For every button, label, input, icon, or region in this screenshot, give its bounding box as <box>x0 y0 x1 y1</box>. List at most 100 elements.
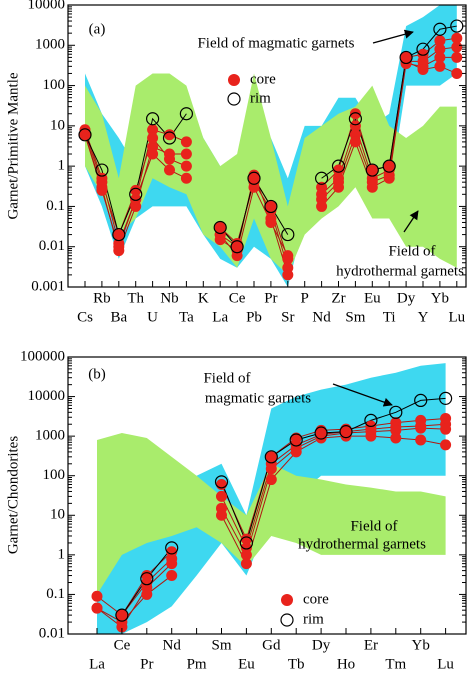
data-point <box>166 553 178 565</box>
data-point <box>130 193 142 205</box>
x-tick-label: Tb <box>288 656 305 672</box>
y-tick-label: 10000 <box>28 0 66 12</box>
data-point <box>166 570 178 582</box>
data-point <box>96 176 108 188</box>
data-point <box>230 240 244 254</box>
y-axis-label: Garnet/Primitive Mantle <box>5 72 21 219</box>
y-tick-label: 0.01 <box>39 238 65 254</box>
data-point <box>281 227 295 242</box>
arrow <box>403 210 419 233</box>
data-point <box>315 432 327 444</box>
data-point <box>240 549 252 561</box>
x-tick-label: Nd <box>312 309 331 325</box>
data-point <box>239 536 253 550</box>
data-point <box>264 199 278 214</box>
plot-area <box>78 5 464 287</box>
data-point <box>364 413 378 427</box>
data-point <box>415 422 427 434</box>
data-point <box>390 424 402 436</box>
data-point <box>289 433 303 447</box>
arrow <box>332 383 393 407</box>
data-point <box>383 172 395 184</box>
data-point <box>365 163 379 177</box>
data-point <box>113 229 125 241</box>
data-point <box>316 200 328 212</box>
legend-marker <box>281 594 293 606</box>
x-tick-label: Zr <box>331 290 345 306</box>
legend-label: core <box>303 591 329 607</box>
x-tick-label: Yb <box>431 290 449 306</box>
data-point <box>95 163 109 177</box>
field-label: magmatic garnets <box>205 390 311 406</box>
data-point <box>78 128 92 142</box>
data-point <box>91 590 103 602</box>
x-tick-label: Dy <box>312 637 331 653</box>
data-point <box>440 423 452 435</box>
data-point <box>248 181 260 193</box>
y-tick-label: 100 <box>43 467 66 483</box>
data-point <box>164 164 175 176</box>
data-point <box>366 164 378 176</box>
x-tick-label: Gd <box>262 637 281 653</box>
data-point <box>349 136 361 148</box>
series-line <box>96 423 446 628</box>
panel-label: (a) <box>89 21 106 37</box>
y-tick-label: 100000 <box>20 348 65 364</box>
data-point <box>265 463 277 475</box>
legend-label: core <box>250 71 276 87</box>
x-tick-label: Sm <box>211 637 231 653</box>
data-point <box>365 430 377 442</box>
data-point <box>399 50 413 65</box>
y-tick-label: 10000 <box>28 388 66 404</box>
data-point <box>434 51 446 63</box>
x-tick-label: Y <box>418 309 429 325</box>
x-tick-label: Tm <box>385 656 406 672</box>
data-point <box>213 220 227 235</box>
data-point <box>231 250 243 262</box>
data-point <box>91 602 103 614</box>
data-point <box>140 572 154 586</box>
data-point <box>240 558 252 570</box>
y-tick-label: 1000 <box>35 37 65 53</box>
data-point <box>314 426 328 440</box>
x-tick-label: Eu <box>364 290 381 306</box>
data-point <box>146 112 160 126</box>
x-tick-label: Sm <box>345 309 365 325</box>
y-tick-label: 100 <box>43 77 66 93</box>
x-tick-label: Lu <box>437 656 454 672</box>
legend-label: rim <box>303 611 324 627</box>
data-point <box>180 148 192 160</box>
x-tick-label: Nd <box>163 637 182 653</box>
x-tick-label: Th <box>127 290 144 306</box>
data-point <box>265 204 277 216</box>
data-point <box>366 181 378 193</box>
y-tick-label: 1000 <box>35 428 65 444</box>
data-point <box>333 164 344 176</box>
data-point <box>415 434 427 446</box>
x-tick-label: Pb <box>246 309 262 325</box>
data-point <box>179 107 193 121</box>
data-point <box>180 160 192 172</box>
field-label: Field of <box>350 518 397 534</box>
field-label: hydrothermal garnets <box>298 536 426 552</box>
x-tick-label: Ta <box>179 309 194 325</box>
legend-marker <box>227 92 241 106</box>
data-point <box>216 490 227 502</box>
data-point <box>382 159 396 173</box>
data-point <box>147 132 159 144</box>
x-tick-label: P <box>301 290 309 306</box>
field-area <box>85 73 457 275</box>
data-point <box>115 608 129 622</box>
data-point <box>333 181 344 193</box>
y-tick-label: 10 <box>50 507 65 523</box>
x-tick-label: La <box>89 656 105 672</box>
data-point <box>180 136 192 148</box>
data-point <box>414 393 428 408</box>
data-point <box>416 42 430 56</box>
x-tick-label: Rb <box>93 290 111 306</box>
data-point <box>349 108 361 120</box>
legend-label: rim <box>250 90 271 106</box>
data-point <box>390 432 402 444</box>
data-point <box>315 171 329 185</box>
